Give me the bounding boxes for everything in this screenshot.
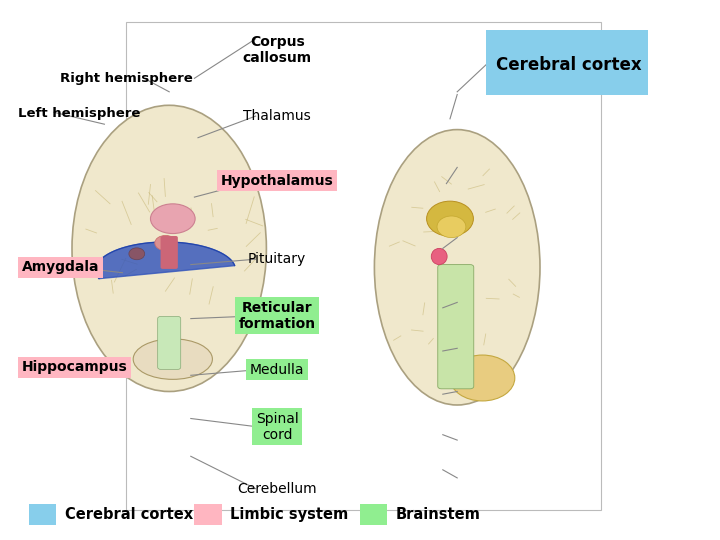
Text: Right hemisphere: Right hemisphere <box>60 72 192 85</box>
Text: Hippocampus: Hippocampus <box>22 360 127 374</box>
Ellipse shape <box>150 204 195 233</box>
Text: Left hemisphere: Left hemisphere <box>18 107 140 120</box>
FancyBboxPatch shape <box>161 236 178 269</box>
Text: Cerebral cortex: Cerebral cortex <box>65 507 193 522</box>
Text: Thalamus: Thalamus <box>243 109 311 123</box>
Text: Pituitary: Pituitary <box>248 252 306 266</box>
Ellipse shape <box>431 248 447 265</box>
FancyBboxPatch shape <box>438 265 474 389</box>
Text: Corpus
callosum: Corpus callosum <box>243 35 312 65</box>
Text: Brainstem: Brainstem <box>396 507 481 522</box>
Ellipse shape <box>133 339 212 379</box>
Text: Reticular
formation: Reticular formation <box>238 301 316 331</box>
Bar <box>360 504 387 525</box>
Ellipse shape <box>426 201 474 237</box>
Ellipse shape <box>374 130 540 405</box>
Text: Amygdala: Amygdala <box>22 260 99 274</box>
Text: Medulla: Medulla <box>250 363 305 377</box>
Text: Hypothalamus: Hypothalamus <box>221 174 333 188</box>
Text: Cerebellum: Cerebellum <box>238 482 317 496</box>
Bar <box>486 30 648 94</box>
Bar <box>194 504 222 525</box>
Text: Cerebral cortex: Cerebral cortex <box>496 56 642 74</box>
Text: Spinal
cord: Spinal cord <box>256 411 299 442</box>
Ellipse shape <box>129 248 145 260</box>
Text: Limbic system: Limbic system <box>230 507 348 522</box>
FancyBboxPatch shape <box>158 316 181 369</box>
Ellipse shape <box>72 105 266 392</box>
Ellipse shape <box>450 355 515 401</box>
Bar <box>126 22 601 510</box>
Ellipse shape <box>437 216 466 238</box>
Bar <box>29 504 56 525</box>
Polygon shape <box>96 242 235 279</box>
Ellipse shape <box>155 235 176 251</box>
